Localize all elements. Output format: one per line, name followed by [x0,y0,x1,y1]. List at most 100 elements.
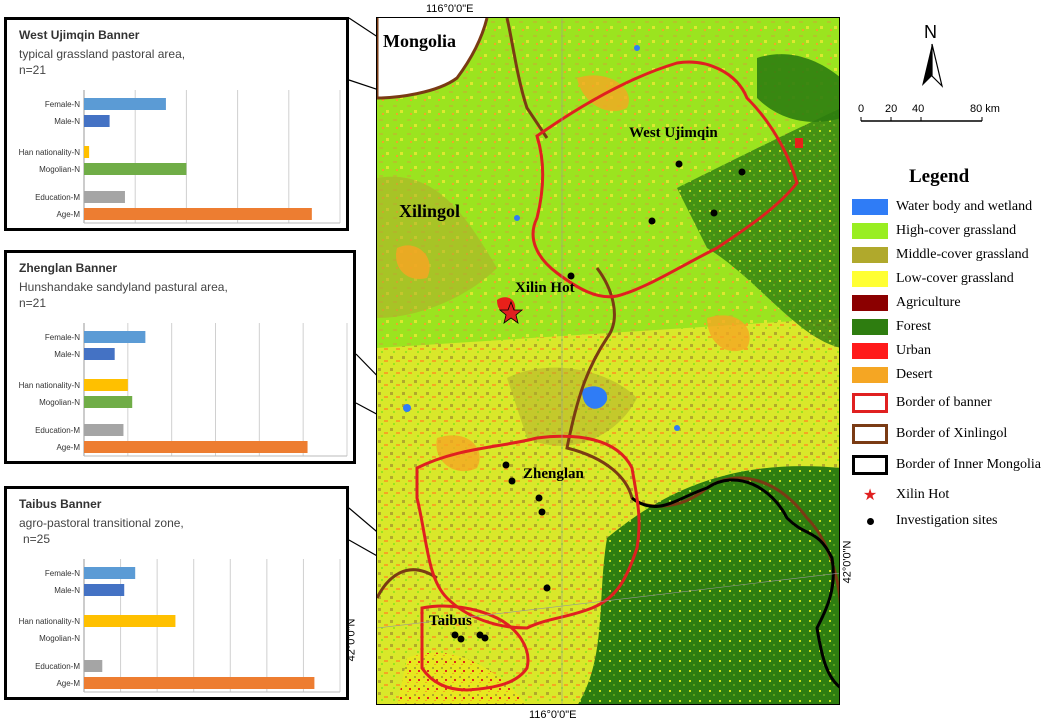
inset-subtitle: agro-pastoral transitional zone, n=25 [19,515,339,547]
legend-label: Xilin Hot [896,487,950,502]
bar [84,396,133,408]
inset-west-ujimqin: West Ujimqin Banner typical grassland pa… [4,17,349,231]
legend-swatch [852,199,888,215]
legend-label: Forest [896,319,931,334]
legend-item: Border of banner [852,393,992,413]
legend-item: Investigation sites [852,512,998,530]
legend-label: Border of Inner Mongolia [896,457,1042,472]
legend-label: Agriculture [896,295,961,310]
label-xilingol: Xilingol [399,201,461,221]
category-label: Female-N [45,100,80,109]
legend-item: Agriculture [852,294,961,312]
legend-swatch [852,271,888,287]
legend-swatch [852,343,888,359]
legend-label: Water body and wetland [896,199,1033,214]
scale-tick-label: 20 [885,103,898,115]
inset-n-label: n=21 [19,63,47,77]
category-label: Age-M [56,210,80,219]
category-label: Female-N [45,569,80,578]
bar [84,191,125,203]
bar [84,584,125,596]
inset-subtitle-line: typical grassland pastoral area, [19,47,186,61]
category-label: Male-N [54,586,80,595]
bar [84,379,128,391]
legend-item: Forest [852,318,931,336]
legend-item: Water body and wetland [852,198,1032,216]
legend-border-swatch [852,424,888,444]
inset-title: West Ujimqin Banner [19,28,140,42]
inset-subtitle: typical grassland pastoral area, n=21 [19,46,339,78]
category-label: Mogolian-N [39,165,80,174]
legend-item: Desert [852,366,933,384]
north-arrow: N [916,22,948,92]
inset-title: Taibus Banner [19,497,102,511]
legend-item: Urban [852,342,931,360]
legend-border-swatch [852,455,888,475]
legend-label: Border of banner [896,395,992,410]
inset-subtitle-line: agro-pastoral transitional zone, [19,516,184,530]
scale-tick-label: 80 km [970,103,1000,115]
bar [84,163,187,175]
dot-icon [852,513,888,529]
legend-swatch [852,295,888,311]
category-label: Education-M [35,662,80,671]
legend-label: Desert [896,367,933,382]
bar [84,146,90,158]
category-label: Age-M [56,443,80,452]
legend-title: Legend [909,166,970,187]
coord-right: 42°0'0"N [841,540,854,584]
category-label: Mogolian-N [39,398,80,407]
category-label: Education-M [35,193,80,202]
inset-subtitle: Hunshandake sandyland pastural area, n=2… [19,279,339,311]
north-arrow-icon [922,43,944,88]
category-label: Education-M [35,426,80,435]
inset-n-label: n=25 [23,532,51,546]
legend-swatch [852,367,888,383]
legend-label: Low-cover grassland [896,271,1014,286]
bar [84,615,176,627]
inset-title: Zhenglan Banner [19,261,118,275]
legend-item: Middle-cover grassland [852,246,1029,264]
legend-item: Low-cover grassland [852,270,1014,288]
legend-label: Investigation sites [896,513,998,528]
category-label: Female-N [45,333,80,342]
category-label: Mogolian-N [39,634,80,643]
legend-label: Middle-cover grassland [896,247,1029,262]
category-label: Male-N [54,117,80,126]
legend-item: High-cover grassland [852,222,1016,240]
inset-subtitle-line: Hunshandake sandyland pastural area, [19,280,228,294]
map-canvas [377,18,839,704]
inset-n-label: n=21 [19,296,47,310]
label-zhenglan: Zhenglan [523,466,584,482]
star-icon: ★ [862,487,878,504]
legend-item: ★ Xilin Hot [852,486,949,504]
legend-label: Border of Xinlingol [896,426,1008,441]
scale-tick-label: 40 [912,103,925,115]
scale-tick-label: 0 [858,103,865,115]
north-arrow-label: N [924,22,937,42]
category-label: Han nationality-N [19,148,81,157]
bar [84,115,110,127]
label-west-ujimqin: West Ujimqin [629,125,718,141]
legend-swatch [852,223,888,239]
bar [84,331,146,343]
bar [84,424,124,436]
bar [84,98,166,110]
bar [84,567,136,579]
legend-label: Urban [896,343,931,358]
bar [84,441,308,453]
inset-zhenglan: Zhenglan Banner Hunshandake sandyland pa… [4,250,356,464]
coord-top: 116°0'0"E [426,3,474,15]
category-label: Age-M [56,679,80,688]
legend-border-swatch [852,393,888,413]
legend-item: Border of Xinlingol [852,424,1008,444]
label-xilin-hot: Xilin Hot [515,280,575,296]
label-taibus: Taibus [429,613,472,629]
scale-bar: 0 20 40 80 km [858,103,1048,129]
legend-swatch [852,319,888,335]
legend-swatch [852,247,888,263]
legend-label: High-cover grassland [896,223,1017,238]
category-label: Han nationality-N [19,381,81,390]
